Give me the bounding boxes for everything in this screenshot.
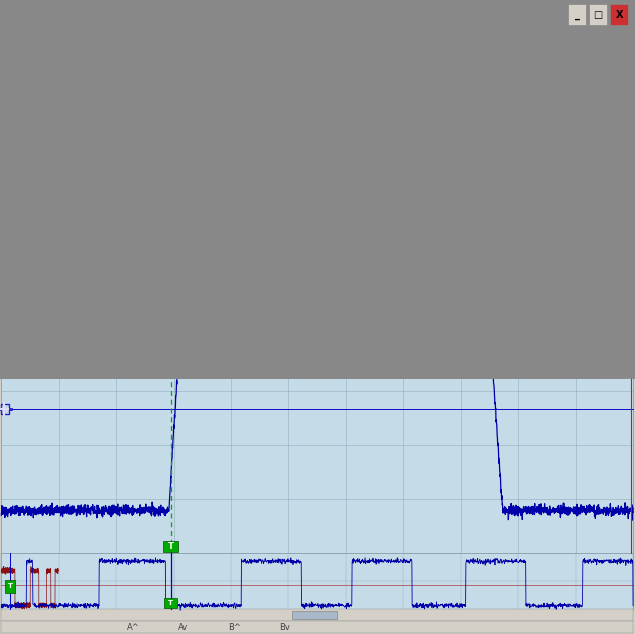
FancyBboxPatch shape xyxy=(0,0,425,378)
Text: Panels: Panels xyxy=(105,30,138,40)
FancyBboxPatch shape xyxy=(1,404,9,414)
FancyBboxPatch shape xyxy=(0,0,622,378)
Text: □: □ xyxy=(594,10,603,20)
Text: T: T xyxy=(8,583,13,590)
FancyBboxPatch shape xyxy=(0,0,364,378)
FancyBboxPatch shape xyxy=(1,27,634,42)
Text: Av: Av xyxy=(178,623,188,633)
FancyBboxPatch shape xyxy=(568,4,586,25)
FancyBboxPatch shape xyxy=(0,0,601,378)
FancyBboxPatch shape xyxy=(0,0,469,378)
FancyBboxPatch shape xyxy=(589,4,607,25)
FancyBboxPatch shape xyxy=(0,0,561,378)
FancyBboxPatch shape xyxy=(1,609,633,621)
Text: T: T xyxy=(168,542,173,551)
Text: Help: Help xyxy=(137,30,160,40)
Text: Bv: Bv xyxy=(279,623,290,633)
FancyBboxPatch shape xyxy=(0,0,448,378)
Text: T: T xyxy=(168,600,173,606)
FancyBboxPatch shape xyxy=(1,65,633,553)
FancyBboxPatch shape xyxy=(292,611,337,619)
Text: Options: Options xyxy=(44,30,85,40)
FancyBboxPatch shape xyxy=(0,0,343,378)
FancyBboxPatch shape xyxy=(0,0,489,378)
FancyBboxPatch shape xyxy=(0,0,510,378)
FancyBboxPatch shape xyxy=(0,0,384,378)
Text: B^: B^ xyxy=(229,623,241,633)
FancyBboxPatch shape xyxy=(5,580,15,593)
FancyBboxPatch shape xyxy=(1,553,633,609)
Text: _: _ xyxy=(575,10,580,20)
FancyBboxPatch shape xyxy=(0,0,405,378)
Text: A^: A^ xyxy=(127,623,140,633)
FancyBboxPatch shape xyxy=(1,42,634,63)
FancyBboxPatch shape xyxy=(1,3,634,27)
Text: X: X xyxy=(615,10,623,20)
Text: File: File xyxy=(11,30,29,40)
FancyBboxPatch shape xyxy=(0,0,581,378)
FancyBboxPatch shape xyxy=(163,541,178,552)
FancyBboxPatch shape xyxy=(610,4,628,25)
FancyBboxPatch shape xyxy=(1,191,9,202)
FancyBboxPatch shape xyxy=(0,0,540,378)
FancyBboxPatch shape xyxy=(0,0,635,378)
FancyBboxPatch shape xyxy=(1,621,633,633)
FancyBboxPatch shape xyxy=(164,598,177,608)
Text: AKTAKOM Oscilloscope Pro [ACK-3102 #2350416]: AKTAKOM Oscilloscope Pro [ACK-3102 #2350… xyxy=(25,8,353,21)
Text: View: View xyxy=(76,30,101,40)
